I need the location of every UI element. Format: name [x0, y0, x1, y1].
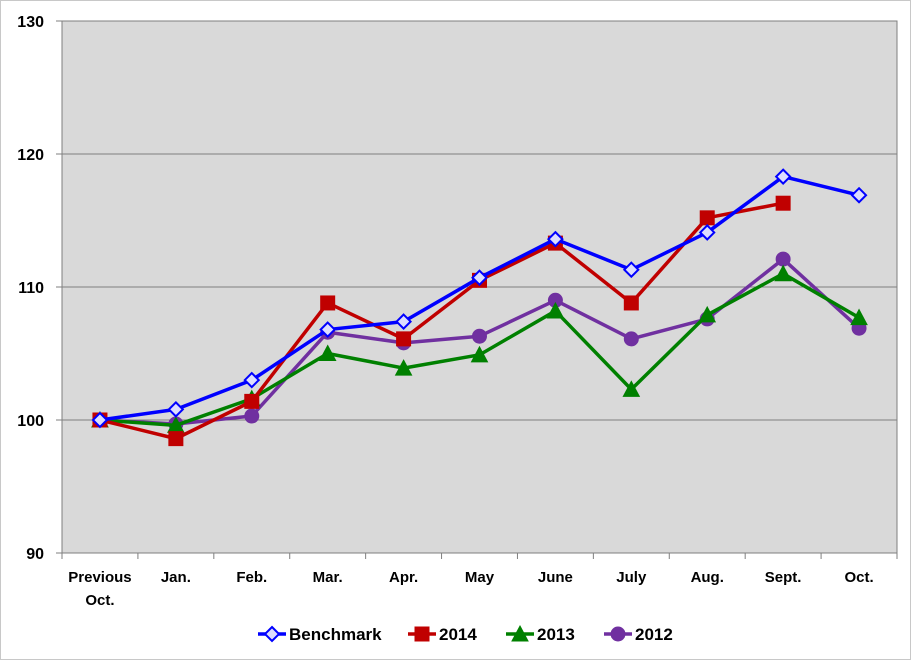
data-point [698, 305, 717, 323]
x-tick-label: June [538, 569, 573, 586]
data-point [698, 224, 716, 241]
series-benchmark [91, 168, 868, 429]
y-tick-label: 90 [26, 546, 44, 563]
x-tick-label: Feb. [236, 569, 267, 586]
data-point [546, 301, 565, 319]
x-tick-label: Sept. [765, 569, 802, 586]
y-tick-label: 110 [18, 280, 44, 297]
data-point [470, 345, 489, 363]
data-point [850, 308, 868, 326]
series-line [99, 201, 784, 441]
x-tick-label: Apr. [389, 569, 418, 586]
data-point [243, 371, 261, 389]
data-point [167, 400, 185, 418]
legend-label: 2012 [635, 625, 673, 644]
data-point [774, 264, 792, 282]
data-point [471, 269, 488, 287]
data-point [623, 331, 639, 347]
data-point [91, 411, 109, 429]
y-tick-label: 130 [17, 14, 44, 31]
y-axis: 90 100 110 120 130 [17, 14, 63, 563]
data-point [318, 344, 337, 361]
x-tick-label: July [616, 569, 647, 586]
data-point [850, 186, 868, 204]
data-point [546, 230, 564, 248]
legend-label: 2013 [537, 625, 575, 644]
data-point [622, 261, 640, 279]
legend-marker [414, 626, 430, 642]
data-point [168, 431, 184, 447]
legend-marker [263, 625, 281, 643]
legend-item-2014: 2014 [408, 625, 477, 644]
x-tick-label: Oct. [844, 569, 873, 586]
data-point [244, 393, 260, 409]
data-point [394, 359, 413, 376]
legend-label: 2014 [439, 625, 477, 644]
data-point [774, 168, 792, 186]
series-layer [91, 168, 868, 447]
data-point [623, 295, 639, 311]
data-point [244, 408, 260, 424]
x-tick-label: Previous Oct. [68, 569, 131, 609]
y-tick-label: 120 [17, 147, 44, 164]
data-point [775, 195, 791, 211]
data-point [395, 313, 413, 330]
legend: Benchmark 2014 2013 2012 [258, 624, 673, 644]
x-tick-label: Aug. [691, 569, 724, 586]
legend-marker [610, 626, 626, 642]
legend-item-2012: 2012 [604, 625, 673, 644]
x-axis: Previous Oct. Jan. Feb. Mar. Apr. May June July A… [61, 552, 898, 609]
data-point [320, 295, 336, 311]
legend-label: Benchmark [289, 625, 382, 644]
legend-item-2013: 2013 [506, 624, 575, 644]
legend-marker [511, 624, 529, 642]
data-point [396, 331, 412, 347]
legend-item-benchmark: Benchmark [258, 625, 382, 644]
x-tick-label: Jan. [161, 569, 191, 586]
x-tick-label: Mar. [313, 569, 343, 586]
data-point [472, 328, 487, 344]
data-point [699, 210, 715, 226]
data-point [622, 380, 641, 397]
data-point [319, 321, 337, 338]
data-point [775, 251, 791, 267]
y-tick-label: 100 [17, 413, 44, 430]
x-tick-label: May [465, 569, 495, 586]
